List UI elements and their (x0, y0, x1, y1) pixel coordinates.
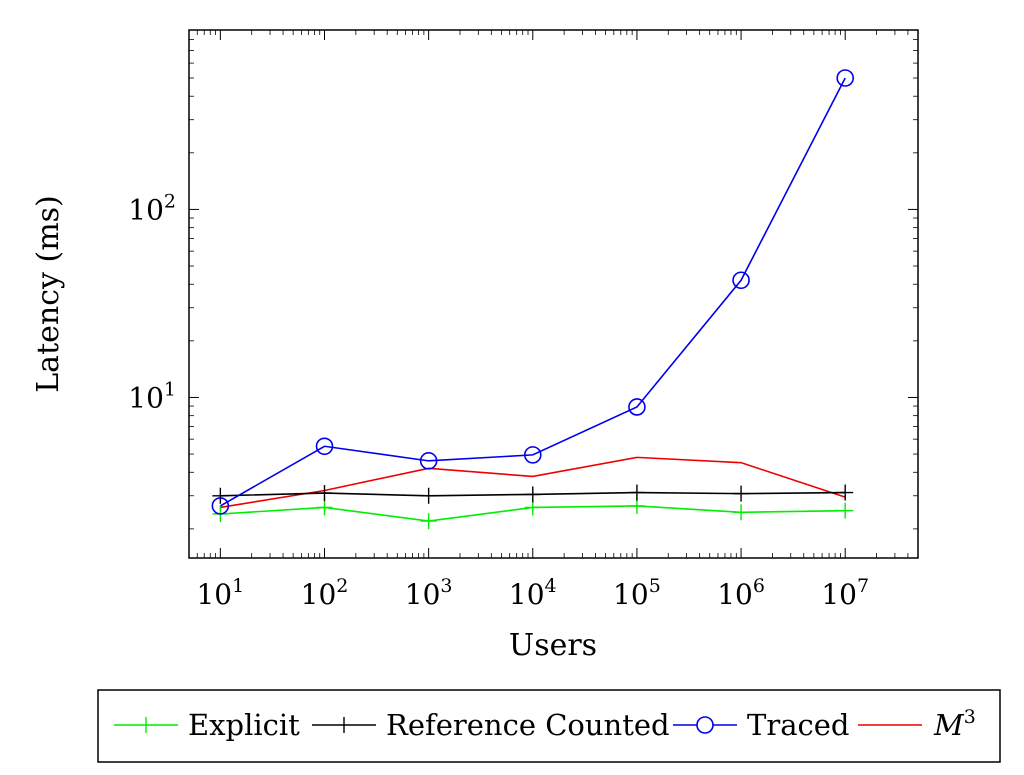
x-axis-label: Users (509, 628, 597, 663)
legend-label: M3 (933, 706, 976, 742)
series-line-traced (219, 77, 846, 507)
data-point-explicit (316, 499, 333, 516)
data-point-reference-counted (733, 485, 750, 502)
y-axis-label: Latency (ms) (31, 195, 66, 392)
legend-marker (696, 716, 714, 734)
data-point-reference-counted (420, 487, 437, 504)
legend-item-m3: M3 (858, 706, 976, 742)
legend-label: Explicit (188, 708, 300, 742)
x-tick-label: 107 (821, 575, 869, 611)
axis-major-ticks (189, 30, 918, 558)
data-point-explicit (420, 513, 437, 530)
data-point-reference-counted (628, 484, 645, 501)
data-point-traced (732, 271, 750, 290)
legend-label: Traced (747, 708, 849, 742)
x-tick-label: 101 (196, 575, 244, 611)
legend-label: Reference Counted (386, 708, 670, 742)
series-layer (211, 69, 855, 530)
y-tick-label: 102 (128, 190, 176, 226)
data-point-reference-counted (837, 484, 854, 501)
legend-box (97, 689, 1001, 763)
axis-minor-ticks (188, 29, 919, 558)
legend-item-explicit: Explicit (114, 708, 300, 742)
x-tick-label: 106 (717, 575, 765, 611)
x-tick-label: 105 (613, 575, 661, 611)
data-point-traced (628, 398, 646, 416)
legend-item-traced: Traced (673, 708, 849, 742)
data-point-traced (836, 69, 855, 87)
data-point-reference-counted (316, 485, 333, 502)
x-tick-label: 104 (509, 575, 557, 611)
legend-item-reference-counted: Reference Counted (312, 708, 670, 742)
data-point-traced (523, 446, 542, 464)
data-point-traced (419, 452, 438, 470)
data-point-reference-counted (212, 487, 229, 504)
legend: Explicit Reference Counted Traced M3 (97, 689, 1001, 763)
legend-items: Explicit Reference Counted Traced M3 (114, 706, 976, 742)
data-point-traced (211, 497, 230, 515)
data-point-traced (315, 437, 334, 456)
x-tick-labels: 101 102 103 104 105 106 107 (196, 575, 869, 611)
data-point-explicit (837, 502, 854, 519)
y-tick-labels: 101 102 (128, 190, 176, 414)
x-tick-label: 103 (405, 575, 453, 611)
data-point-explicit (733, 504, 750, 521)
x-tick-label: 102 (301, 575, 349, 611)
y-tick-label: 101 (128, 378, 176, 414)
plot-frame (188, 29, 919, 559)
data-point-reference-counted (524, 486, 541, 503)
